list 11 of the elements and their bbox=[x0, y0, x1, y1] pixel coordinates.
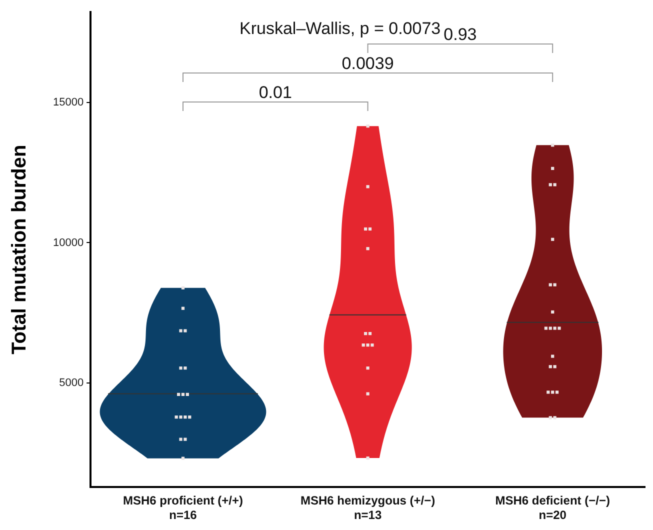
y-axis-title: Total mutation burden bbox=[8, 144, 31, 354]
x-tick-label: MSH6 hemizygous (+/−) n=13 bbox=[300, 494, 436, 522]
x-tick-label: MSH6 proficient (+/+) n=16 bbox=[122, 494, 244, 522]
annotation: 0.93 bbox=[444, 25, 477, 44]
x-tick-label: MSH6 deficient (−/−) n=20 bbox=[495, 494, 610, 522]
y-tick-label: 5000 bbox=[59, 376, 84, 389]
annotation: Kruskal–Wallis, p = 0.0073 bbox=[240, 19, 441, 38]
y-tick-label: 15000 bbox=[52, 96, 84, 109]
annotation: 0.01 bbox=[258, 83, 292, 102]
annotation: 0.0039 bbox=[342, 54, 394, 73]
y-tick-label: 10000 bbox=[52, 236, 84, 249]
